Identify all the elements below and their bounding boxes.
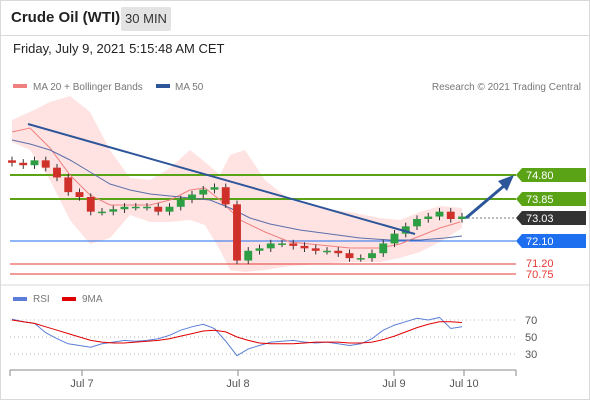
candle-body <box>289 243 298 246</box>
svg-text:73.85: 73.85 <box>526 194 554 206</box>
price-tag-73-85: 73.85 <box>516 192 586 206</box>
price-tag-74-80: 74.80 <box>516 168 586 182</box>
candle-body <box>120 206 129 210</box>
rsi-ma9-line <box>11 319 463 345</box>
projection-arrowhead <box>498 175 514 191</box>
candle-body <box>165 206 174 212</box>
ma20-line <box>11 127 461 249</box>
ma50-legend-label: MA 50 <box>175 82 204 93</box>
price-label-70-75: 70.75 <box>526 269 554 281</box>
trend-line <box>27 123 416 235</box>
candle-body <box>356 258 365 260</box>
price-label-71-20: 71.20 <box>526 258 554 270</box>
candle-body <box>143 206 151 209</box>
rsi-gridlines <box>10 319 516 355</box>
candle-body <box>131 206 140 209</box>
rsi-legend-label: RSI <box>33 294 50 305</box>
candle-body <box>199 189 208 195</box>
header-divider <box>0 35 590 36</box>
rsi-legend-swatch <box>13 297 27 301</box>
candle-body <box>368 253 376 259</box>
candle-body <box>41 160 50 168</box>
candle-body <box>154 206 163 212</box>
bands-legend-swatch <box>13 84 27 88</box>
candle-body <box>401 226 410 234</box>
price-tag-72-10: 72.10 <box>516 234 586 248</box>
candle-body <box>64 177 73 193</box>
candle-body <box>311 248 320 251</box>
svg-text:72.10: 72.10 <box>526 236 554 248</box>
x-tick-jul7: Jul 7 <box>70 378 93 390</box>
candle-body <box>176 199 185 207</box>
candle-body <box>435 211 444 217</box>
copyright-text: Research © 2021 Trading Central <box>432 82 581 93</box>
x-tick-jul8: Jul 8 <box>226 378 249 390</box>
instrument-title: Crude Oil (WTI) <box>11 9 121 26</box>
chart-header: Crude Oil (WTI) 30 MIN <box>0 0 590 36</box>
svg-text:73.03: 73.03 <box>526 213 554 225</box>
candle-body <box>19 162 28 166</box>
candle-body <box>266 243 275 249</box>
candle-body <box>233 204 241 261</box>
candle-body <box>334 250 343 254</box>
candle-body <box>8 160 16 163</box>
rsi-tick-30: 30 <box>525 349 537 361</box>
candle-body <box>323 250 331 253</box>
interval-selector[interactable]: 30 MIN <box>121 7 171 31</box>
x-tick-jul9: Jul 9 <box>382 378 405 390</box>
rsi-line <box>11 316 463 357</box>
candle-body <box>221 187 230 205</box>
candle-body <box>188 194 196 200</box>
projection-arrow <box>465 183 506 220</box>
candle-body <box>345 253 354 259</box>
rsi-tick-70: 70 <box>525 315 537 327</box>
price-tag-73-03: 73.03 <box>516 211 586 225</box>
ma50-line <box>11 139 463 241</box>
price-candlesticks <box>8 156 466 265</box>
candle-body <box>30 160 39 166</box>
candle-body <box>255 248 264 251</box>
candle-body <box>413 219 421 227</box>
candle-body <box>278 243 286 245</box>
candle-body <box>458 216 466 219</box>
candle-body <box>53 167 61 178</box>
candle-body <box>210 187 219 190</box>
candle-body <box>390 233 399 244</box>
candle-body <box>379 243 388 254</box>
ma50-legend-swatch <box>156 84 170 88</box>
svg-text:74.80: 74.80 <box>526 170 554 182</box>
candle-body <box>98 211 106 214</box>
candle-body <box>86 197 95 212</box>
rsi-tick-50: 50 <box>525 332 537 344</box>
candle-body <box>75 192 84 197</box>
chart-timestamp: Friday, July 9, 2021 5:15:48 AM CET <box>13 41 225 56</box>
x-tick-jul10: Jul 10 <box>449 378 478 390</box>
ma9-legend-label: 9MA <box>82 294 103 305</box>
ma9-legend-swatch <box>62 297 76 301</box>
candle-body <box>424 216 433 219</box>
candle-body <box>300 245 309 249</box>
candle-body <box>109 209 118 212</box>
bands-legend-label: MA 20 + Bollinger Bands <box>33 82 143 93</box>
candle-body <box>446 211 455 219</box>
candle-body <box>244 250 253 261</box>
